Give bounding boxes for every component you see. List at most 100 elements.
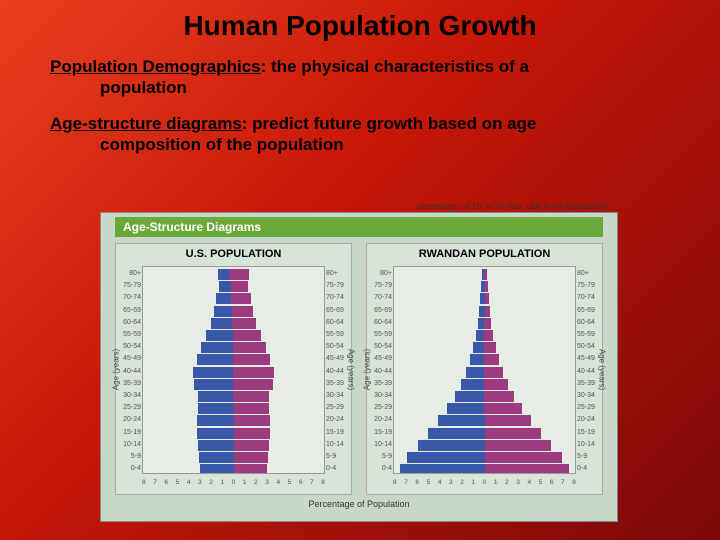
age-tick-right: 80+ xyxy=(577,268,599,279)
x-tick: 1 xyxy=(494,479,498,486)
age-tick-left: 30-34 xyxy=(370,390,392,401)
age-tick-left: 55-59 xyxy=(119,329,141,340)
x-tick: 5 xyxy=(288,479,292,486)
x-tick: 4 xyxy=(438,479,442,486)
x-tick: 2 xyxy=(254,479,258,486)
male-bar xyxy=(447,403,484,414)
female-bar xyxy=(485,281,488,292)
age-bar-row xyxy=(143,452,324,463)
age-tick-left: 55-59 xyxy=(370,329,392,340)
male-bar xyxy=(197,354,233,365)
age-tick-left: 20-24 xyxy=(119,414,141,425)
x-tick: 7 xyxy=(561,479,565,486)
male-bar xyxy=(200,464,234,474)
age-tick-right: 70-74 xyxy=(577,292,599,303)
age-bar-row xyxy=(143,293,324,304)
chart-area xyxy=(142,266,325,474)
male-bar xyxy=(428,428,484,439)
age-bar-row xyxy=(143,354,324,365)
x-tick: 6 xyxy=(550,479,554,486)
age-tick-right: 65-69 xyxy=(577,305,599,316)
x-tick: 0 xyxy=(232,479,236,486)
age-tick-right: 30-34 xyxy=(326,390,348,401)
x-tick: 4 xyxy=(276,479,280,486)
pyramid-panel: RWANDAN POPULATIONMalesFemalesAge (years… xyxy=(366,243,603,495)
age-tick-right: 25-29 xyxy=(577,402,599,413)
age-tick-left: 20-24 xyxy=(370,414,392,425)
male-bar xyxy=(473,342,484,353)
age-tick-left: 25-29 xyxy=(370,402,392,413)
panel-title: U.S. POPULATION xyxy=(116,244,351,262)
male-bar xyxy=(199,452,234,463)
age-tick-right: 65-69 xyxy=(326,305,348,316)
age-tick-right: 50-54 xyxy=(577,341,599,352)
age-tick-left: 35-39 xyxy=(370,378,392,389)
x-tick: 4 xyxy=(187,479,191,486)
age-tick-left: 65-69 xyxy=(119,305,141,316)
male-bar xyxy=(476,330,484,341)
x-tick: 6 xyxy=(415,479,419,486)
age-bar-row xyxy=(394,464,575,474)
age-bar-row xyxy=(394,281,575,292)
age-tick-right: 40-44 xyxy=(577,366,599,377)
age-tick-left: 5-9 xyxy=(370,451,392,462)
age-bar-row xyxy=(394,367,575,378)
x-tick: 1 xyxy=(220,479,224,486)
age-tick-right: 45-49 xyxy=(577,353,599,364)
x-tick: 4 xyxy=(527,479,531,486)
male-bar xyxy=(470,354,484,365)
age-tick-left: 15-19 xyxy=(370,427,392,438)
female-bar xyxy=(485,428,541,439)
x-tick: 6 xyxy=(164,479,168,486)
male-bar xyxy=(198,391,233,402)
age-bar-row xyxy=(394,391,575,402)
age-bar-row xyxy=(143,330,324,341)
x-tick: 5 xyxy=(539,479,543,486)
female-bar xyxy=(234,464,267,474)
x-tick: 1 xyxy=(471,479,475,486)
age-bar-row xyxy=(143,391,324,402)
age-tick-left: 50-54 xyxy=(370,341,392,352)
age-tick-left: 50-54 xyxy=(119,341,141,352)
def1-line2: population xyxy=(50,77,670,98)
def2-term: Age-structure diagrams xyxy=(50,114,242,133)
age-bar-row xyxy=(394,318,575,329)
x-tick: 8 xyxy=(321,479,325,486)
male-bar xyxy=(216,293,231,304)
age-tick-right: 5-9 xyxy=(577,451,599,462)
age-tick-right: 40-44 xyxy=(326,366,348,377)
male-bar xyxy=(201,342,233,353)
age-bar-row xyxy=(143,403,324,414)
age-tick-right: 20-24 xyxy=(577,414,599,425)
female-bar xyxy=(234,403,269,414)
female-bar xyxy=(233,330,261,341)
age-bar-row xyxy=(394,354,575,365)
figure-header-bar: Age-Structure Diagrams xyxy=(115,217,603,237)
x-tick: 1 xyxy=(243,479,247,486)
age-bar-row xyxy=(394,293,575,304)
age-tick-left: 70-74 xyxy=(119,292,141,303)
age-bar-row xyxy=(394,403,575,414)
age-bar-row xyxy=(143,269,324,280)
age-bar-row xyxy=(394,415,575,426)
x-tick: 7 xyxy=(404,479,408,486)
age-tick-right: 55-59 xyxy=(577,329,599,340)
age-tick-right: 70-74 xyxy=(326,292,348,303)
age-bar-row xyxy=(394,440,575,451)
age-tick-right: 0-4 xyxy=(577,463,599,474)
male-bar xyxy=(193,367,233,378)
female-bar xyxy=(233,379,273,390)
age-bar-row xyxy=(143,306,324,317)
x-tick: 8 xyxy=(393,479,397,486)
age-tick-right: 75-79 xyxy=(577,280,599,291)
x-tick: 2 xyxy=(505,479,509,486)
age-tick-right: 45-49 xyxy=(326,353,348,364)
age-tick-right: 15-19 xyxy=(577,427,599,438)
x-tick: 8 xyxy=(572,479,576,486)
female-bar xyxy=(485,415,531,426)
female-bar xyxy=(234,415,270,426)
age-tick-left: 75-79 xyxy=(119,280,141,291)
age-tick-right: 25-29 xyxy=(326,402,348,413)
x-tick: 7 xyxy=(310,479,314,486)
male-bar xyxy=(466,367,484,378)
